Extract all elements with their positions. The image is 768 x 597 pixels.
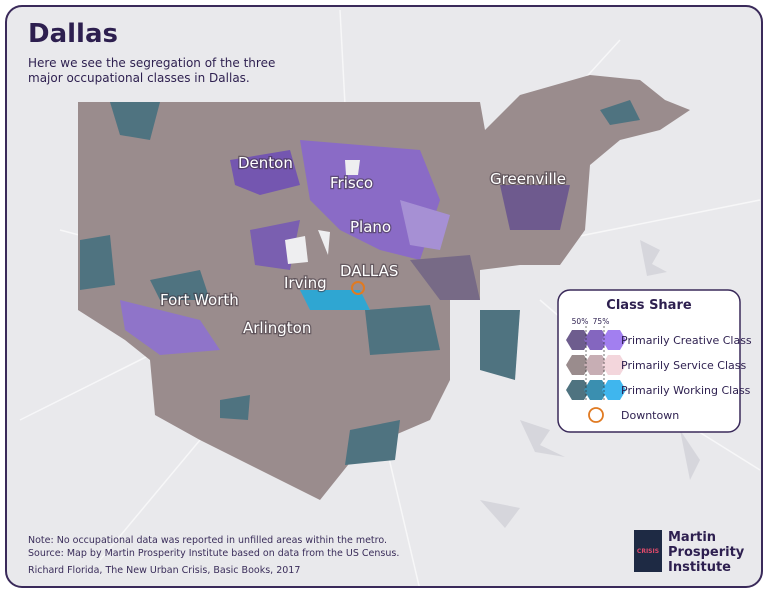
downtown-marker bbox=[351, 281, 365, 295]
legend-title: Class Share bbox=[606, 298, 692, 313]
logo-badge-text: CRISIS bbox=[637, 548, 659, 555]
legend-item: Downtown bbox=[621, 409, 679, 422]
working-areas bbox=[80, 100, 640, 465]
legend-item: Primarily Service Class bbox=[621, 359, 746, 372]
legend-swatches bbox=[566, 326, 626, 423]
legend: Class Share 50% 75% Primarily Creative C… bbox=[557, 289, 752, 433]
logo-text: Prosperity bbox=[668, 545, 745, 560]
note: Note: No occupational data was reported … bbox=[28, 535, 387, 546]
no-data-areas bbox=[285, 160, 360, 264]
card-border bbox=[5, 5, 763, 588]
creative-areas bbox=[120, 140, 570, 355]
city-label: Frisco bbox=[330, 174, 373, 192]
metro-region bbox=[78, 75, 690, 500]
legend-scale-label: 50% bbox=[572, 317, 589, 326]
title: Dallas bbox=[28, 19, 118, 49]
city-label: Greenville bbox=[490, 170, 566, 188]
city-label: DALLAS bbox=[340, 262, 398, 280]
lakes bbox=[480, 240, 700, 528]
legend-item: Primarily Creative Class bbox=[621, 334, 752, 347]
city-label: Denton bbox=[238, 154, 293, 172]
subtitle: major occupational classes in Dallas. bbox=[28, 71, 250, 85]
note: Richard Florida, The New Urban Crisis, B… bbox=[28, 565, 300, 576]
logo: CRISIS Martin Prosperity Institute bbox=[634, 530, 745, 575]
legend-item: Primarily Working Class bbox=[621, 384, 751, 397]
city-label: Plano bbox=[350, 218, 391, 236]
logo-badge bbox=[634, 530, 662, 572]
subtitle: Here we see the segregation of the three bbox=[28, 56, 275, 70]
note: Source: Map by Martin Prosperity Institu… bbox=[28, 548, 399, 559]
legend-scale-label: 75% bbox=[593, 317, 610, 326]
city-label: Arlington bbox=[243, 319, 311, 337]
city-label: Irving bbox=[284, 274, 327, 292]
logo-text: Institute bbox=[668, 560, 731, 575]
logo-text: Martin bbox=[668, 530, 716, 545]
city-label: Fort Worth bbox=[160, 291, 239, 309]
